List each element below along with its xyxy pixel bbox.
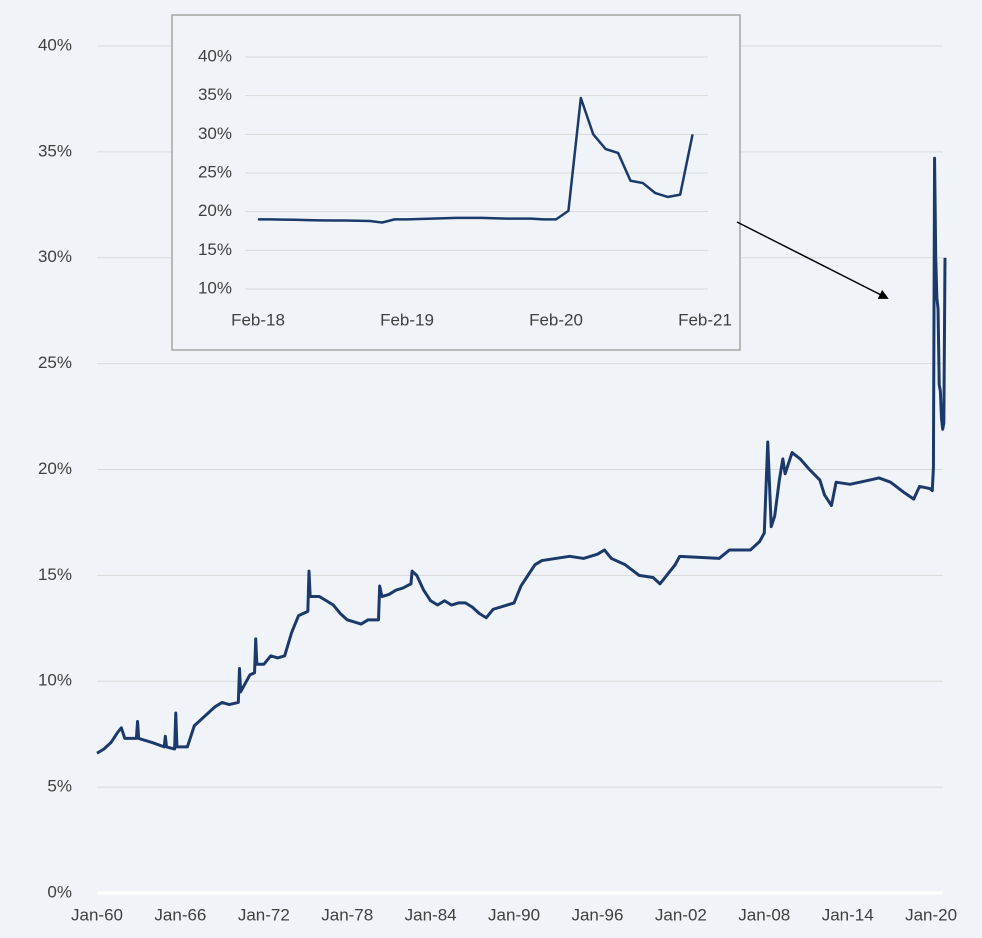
- data-line: [96, 156, 947, 755]
- y-tick-label: 15%: [198, 240, 232, 259]
- y-tick-label: 0%: [47, 882, 72, 901]
- x-tick-label: Feb-21: [678, 310, 732, 329]
- y-tick-label: 40%: [38, 35, 72, 54]
- y-tick-label: 20%: [198, 201, 232, 220]
- x-tick-label: Jan-96: [571, 905, 623, 924]
- y-tick-label: 25%: [198, 162, 232, 181]
- y-tick-label: 10%: [38, 671, 72, 690]
- y-tick-label: 30%: [198, 124, 232, 143]
- data-line: [258, 96, 694, 224]
- x-tick-label: Jan-78: [321, 905, 373, 924]
- arrow: [736, 221, 889, 299]
- y-tick-label: 25%: [38, 353, 72, 372]
- y-tick-label: 40%: [198, 46, 232, 65]
- y-tick-label: 15%: [38, 565, 72, 584]
- x-tick-label: Jan-60: [71, 905, 123, 924]
- y-tick-label: 35%: [198, 85, 232, 104]
- y-tick-label: 10%: [198, 278, 232, 297]
- x-tick-label: Feb-20: [529, 310, 583, 329]
- x-tick-label: Jan-14: [822, 905, 874, 924]
- y-tick-label: 5%: [47, 777, 72, 796]
- x-tick-label: Feb-19: [380, 310, 434, 329]
- x-tick-label: Jan-72: [238, 905, 290, 924]
- inset-chart: 10% 15% 20% 25% 30% 35% 40% Feb-18 Feb-19 Feb-20 F…: [198, 46, 732, 329]
- x-tick-label: Jan-08: [738, 905, 790, 924]
- x-tick-label: Feb-18: [231, 310, 285, 329]
- x-tick-label: Jan-90: [488, 905, 540, 924]
- x-tick-label: Jan-20: [905, 905, 957, 924]
- x-tick-label: Jan-84: [405, 905, 457, 924]
- x-tick-label: Jan-02: [655, 905, 707, 924]
- y-tick-label: 35%: [38, 141, 72, 160]
- inset-box: [171, 14, 741, 351]
- y-tick-label: 20%: [38, 459, 72, 478]
- y-tick-label: 30%: [38, 247, 72, 266]
- x-tick-label: Jan-66: [154, 905, 206, 924]
